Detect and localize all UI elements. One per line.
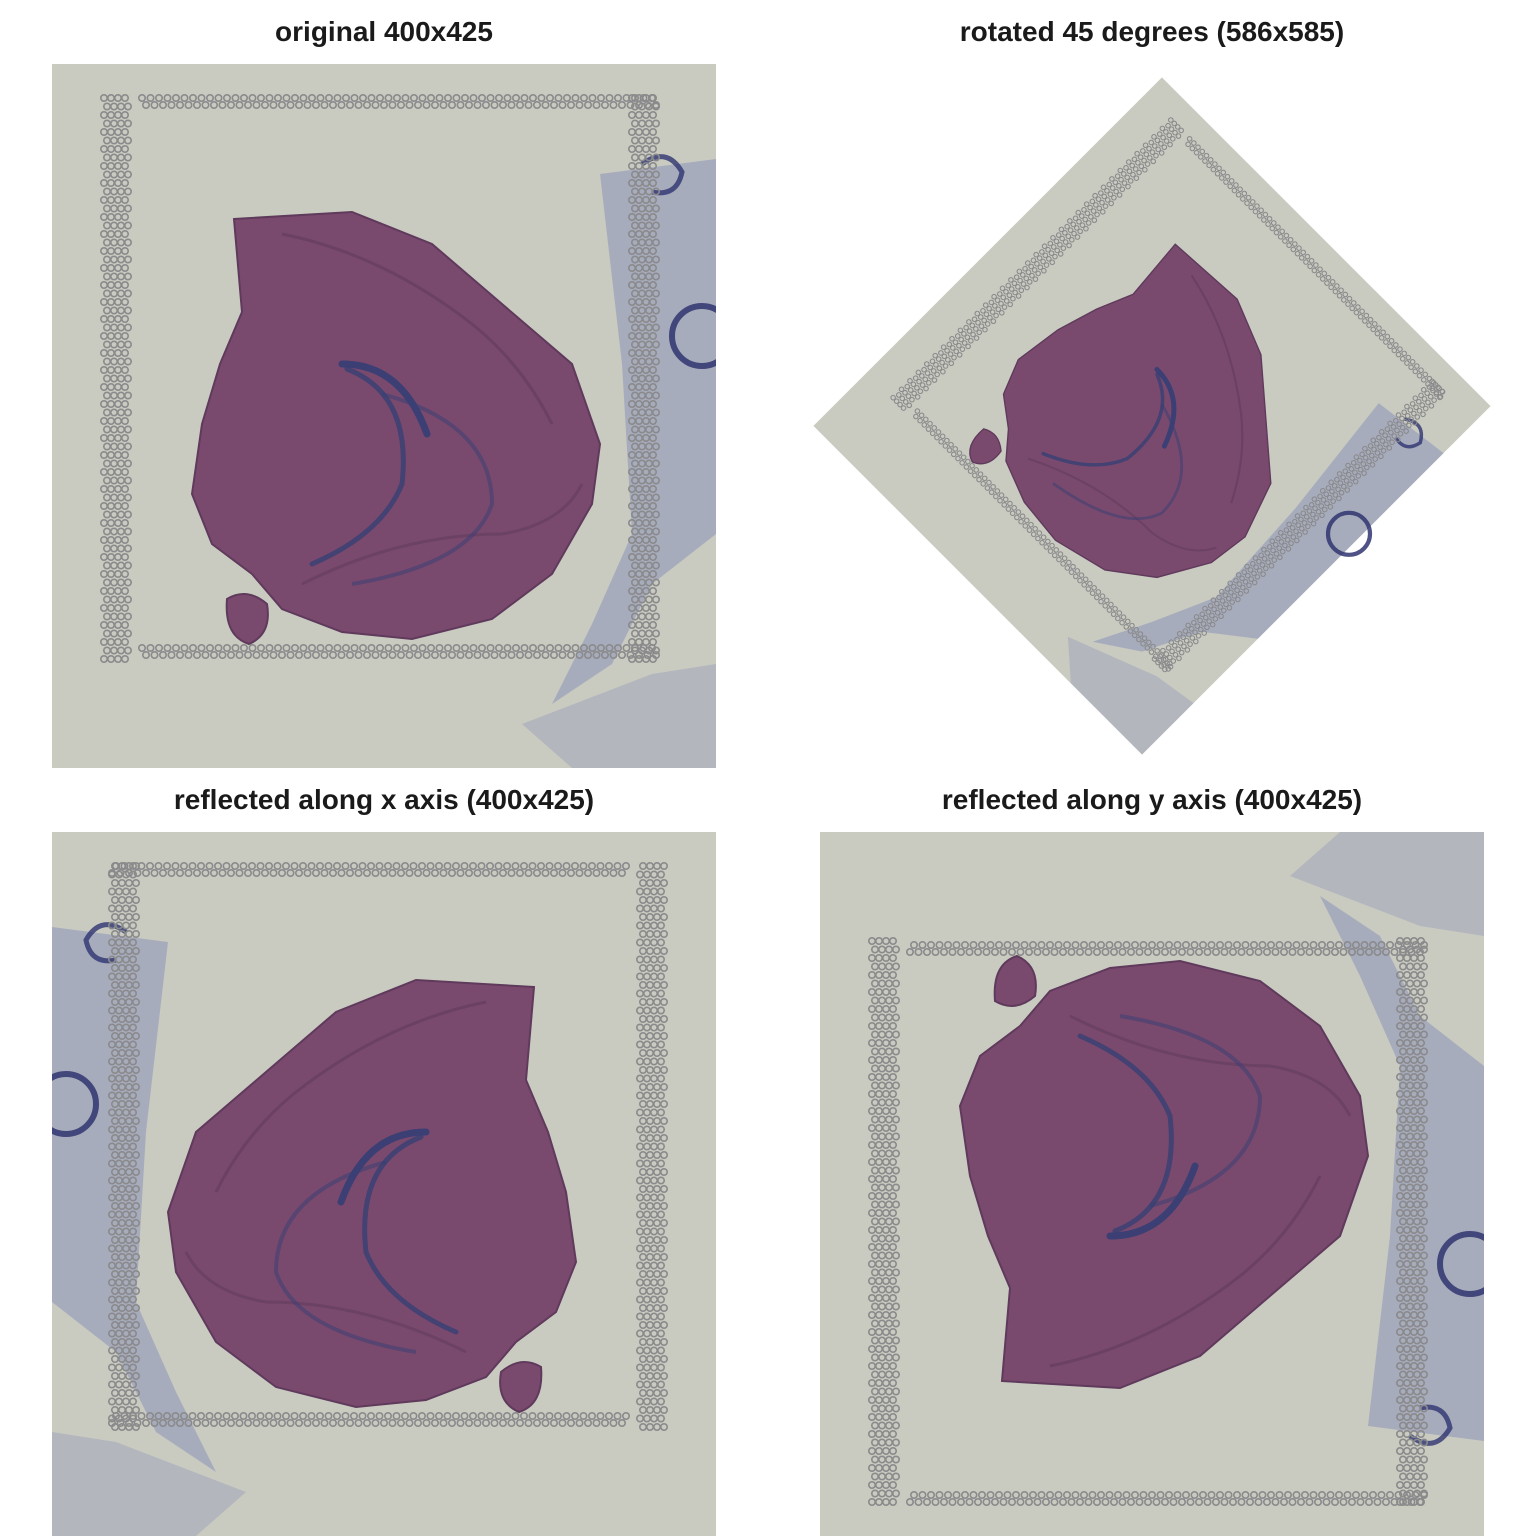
tissue-image-reflected-x bbox=[52, 832, 716, 1536]
tissue-section-reflected-y bbox=[820, 832, 1484, 1536]
panel-title-rotated: rotated 45 degrees (586x585) bbox=[959, 16, 1345, 47]
tissue-image-reflected-y bbox=[820, 832, 1484, 1536]
panel-title-reflected-x: reflected along x axis (400x425) bbox=[173, 784, 595, 815]
tissue-section-reflected-x bbox=[52, 832, 716, 1536]
tissue-section-rotated bbox=[813, 77, 1491, 755]
tissue-section-original bbox=[52, 64, 716, 768]
panel-title-reflected-y: reflected along y axis (400x425) bbox=[941, 784, 1363, 815]
panel-title-original: original 400x425 bbox=[275, 16, 493, 47]
tissue-image-original bbox=[52, 64, 716, 768]
tissue-image-rotated bbox=[800, 64, 1504, 768]
